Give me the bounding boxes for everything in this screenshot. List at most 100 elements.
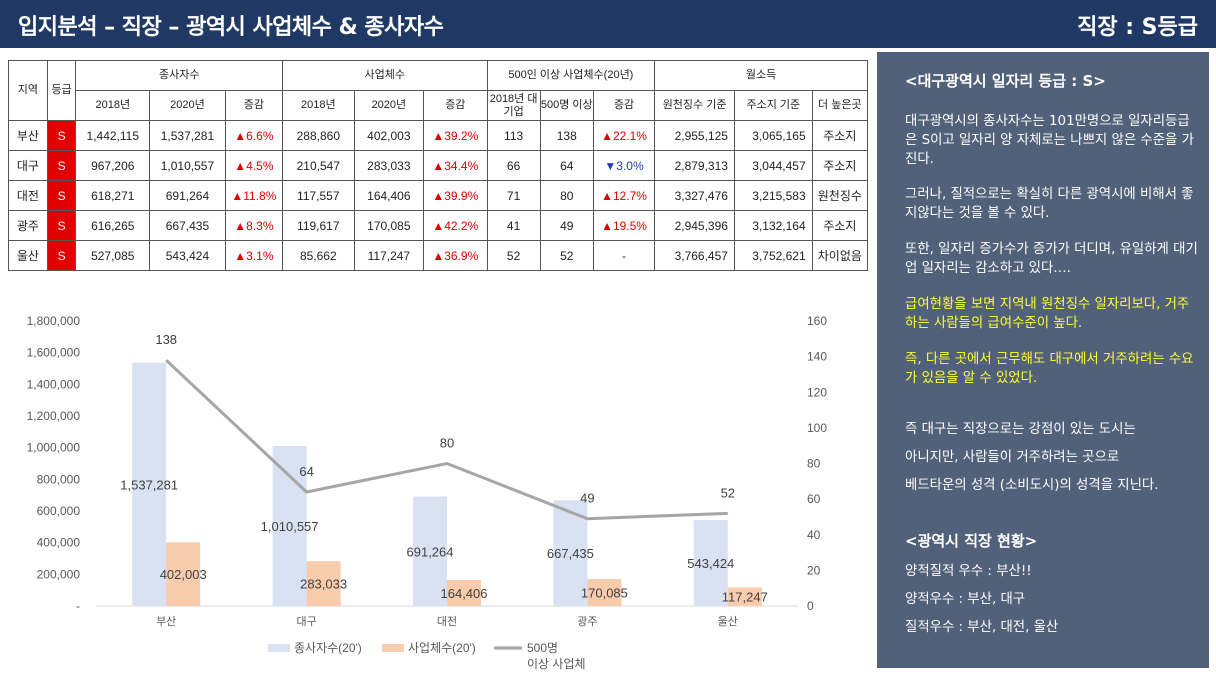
cell-biz2018: 117,557 [282, 180, 355, 211]
cell-emp2018: 1,442,115 [75, 120, 151, 151]
sub-income-address: 주소지 기준 [733, 90, 813, 121]
sub-income-source: 원천징수 기준 [654, 90, 735, 121]
stats-table: 지역 등급 종사자수 사업체수 500인 이상 사업체수(20년) 월소득 20… [8, 60, 869, 271]
cell-biz2018: 85,662 [282, 240, 355, 271]
cell-l500: 80 [539, 180, 594, 211]
cell-emp2018: 527,085 [75, 240, 151, 271]
cell-higher: 주소지 [811, 150, 869, 181]
sub-biz-change: 증감 [423, 90, 488, 121]
cell-higher: 주소지 [811, 120, 869, 151]
cell-incAddr: 3,044,457 [733, 150, 813, 181]
commentary-panel: <대구광역시 일자리 등급 : S> 대구광역시의 종사자수는 101만명으로 … [877, 52, 1209, 668]
cell-biz2018: 288,860 [282, 120, 355, 151]
y-right-tick-label: 20 [807, 563, 821, 577]
cell-higher: 주소지 [811, 210, 869, 241]
cell-biz2018: 210,547 [282, 150, 355, 181]
legend-label-employees: 종사자수(20') [294, 641, 362, 655]
grade-label: 직장 : S등급 [1077, 15, 1198, 40]
cell-incSrc: 3,327,476 [654, 180, 735, 211]
y-right-tick-label: 140 [807, 350, 827, 364]
cell-biz2020: 283,033 [353, 150, 425, 181]
header-businesses: 사업체수 [282, 60, 488, 91]
cell-grade: S [46, 240, 77, 271]
y-right-tick-label: 60 [807, 492, 821, 506]
sub-emp-2020: 2020년 [149, 90, 226, 121]
cell-grade: S [46, 180, 77, 211]
table-row: 부산 S 1,442,115 1,537,281 ▲6.6% 288,860 402,003… [8, 120, 869, 151]
cell-grade: S [46, 150, 77, 181]
cell-incSrc: 2,945,396 [654, 210, 735, 241]
bar-businesses [166, 542, 201, 606]
panel-status-3: 질적우수 : 부산, 대전, 울산 [905, 620, 1059, 635]
table-row: 광주 S 616,265 667,435 ▲8.3% 119,617 170,085 ▲42.… [8, 210, 869, 241]
cell-empChg: ▲11.8% [224, 180, 284, 211]
legend-label-large-businesses: 500명 [527, 641, 558, 655]
data-label-large-businesses: 64 [299, 464, 313, 479]
data-label-businesses: 283,033 [300, 577, 347, 592]
cell-l2018: 113 [486, 120, 541, 151]
y-left-tick-label: 1,600,000 [27, 346, 81, 360]
panel-paragraph-3: 또한, 일자리 증가수가 증가가 더디며, 유일하게 대기업 일자리는 감소하고… [905, 242, 1198, 276]
panel-paragraph-6c: 베드타운의 성격 (소비도시)의 성격을 지닌다. [905, 478, 1159, 493]
cell-incAddr: 3,215,583 [733, 180, 813, 211]
cell-incSrc: 2,879,313 [654, 150, 735, 181]
cell-empChg: ▲4.5% [224, 150, 284, 181]
cell-region: 울산 [8, 240, 48, 271]
cell-emp2018: 618,271 [75, 180, 151, 211]
table-row: 대전 S 618,271 691,264 ▲11.8% 117,557 164,406 ▲39… [8, 180, 869, 211]
header-bar: 입지분석 – 직장 – 광역시 사업체수 & 종사자수 직장 : S등급 [0, 0, 1216, 48]
legend-label-businesses: 사업체수(20') [408, 641, 476, 655]
y-right-tick-label: 120 [807, 385, 827, 399]
sub-large-500: 500명 이상 [539, 90, 594, 121]
cell-region: 부산 [8, 120, 48, 151]
bar-employees [693, 519, 728, 606]
panel-paragraph-1: 대구광역시의 종사자수는 101만명으로 일자리등급은 S이고 일자리 양 자체… [905, 114, 1194, 167]
y-left-tick-label: 400,000 [37, 536, 81, 550]
cell-l2018: 66 [486, 150, 541, 181]
data-label-large-businesses: 138 [155, 332, 177, 347]
x-tick-label: 광주 [577, 615, 597, 628]
cell-incSrc: 2,955,125 [654, 120, 735, 151]
cell-emp2018: 967,206 [75, 150, 151, 181]
cell-incAddr: 3,065,165 [733, 120, 813, 151]
y-left-tick-label: 1,400,000 [27, 377, 81, 391]
cell-l500: 138 [539, 120, 594, 151]
cell-incAddr: 3,132,164 [733, 210, 813, 241]
data-label-employees: 543,424 [687, 556, 734, 571]
y-right-tick-label: 80 [807, 457, 821, 471]
cell-incSrc: 3,766,457 [654, 240, 735, 271]
bar-businesses [447, 579, 481, 606]
cell-biz2018: 119,617 [282, 210, 355, 241]
cell-grade: S [46, 210, 77, 241]
cell-emp2020: 1,010,557 [149, 150, 226, 181]
x-tick-label: 대전 [437, 615, 457, 628]
cell-lChg: ▲22.1% [592, 120, 656, 151]
cell-emp2020: 543,424 [149, 240, 226, 271]
cell-empChg: ▲6.6% [224, 120, 284, 151]
legend-swatch-employees [268, 644, 290, 652]
cell-l500: 49 [539, 210, 594, 241]
sub-large-change: 증감 [592, 90, 656, 121]
cell-higher: 원천징수 [811, 180, 869, 211]
data-label-employees: 691,264 [407, 544, 454, 559]
y-left-tick-label: 1,800,000 [27, 314, 81, 328]
panel-paragraph-2: 그러나, 질적으로는 확실히 다른 광역시에 비해서 좋지않다는 것을 볼 수 … [905, 187, 1194, 221]
cell-region: 광주 [8, 210, 48, 241]
cell-l2018: 71 [486, 180, 541, 211]
cell-biz2020: 164,406 [353, 180, 425, 211]
cell-empChg: ▲8.3% [224, 210, 284, 241]
header-employees: 종사자수 [75, 60, 284, 91]
y-left-tick-label: 1,200,000 [27, 409, 81, 423]
panel-paragraph-4: 급여현황을 보면 지역내 원천징수 일자리보다, 거주하는 사람들의 급여수준이… [905, 297, 1190, 331]
cell-empChg: ▲3.1% [224, 240, 284, 271]
header-region: 지역 [8, 60, 48, 121]
sub-emp-2018: 2018년 [75, 90, 151, 121]
data-label-businesses: 117,247 [722, 590, 768, 605]
x-tick-label: 부산 [156, 615, 176, 628]
legend-swatch-businesses [382, 644, 404, 652]
panel-status-2: 양적우수 : 부산, 대구 [905, 592, 1026, 607]
cell-emp2020: 1,537,281 [149, 120, 226, 151]
header-grade: 등급 [46, 60, 77, 121]
legend-label-large-businesses-line2: 이상 사업체 [527, 657, 586, 671]
cell-biz2020: 117,247 [353, 240, 425, 271]
